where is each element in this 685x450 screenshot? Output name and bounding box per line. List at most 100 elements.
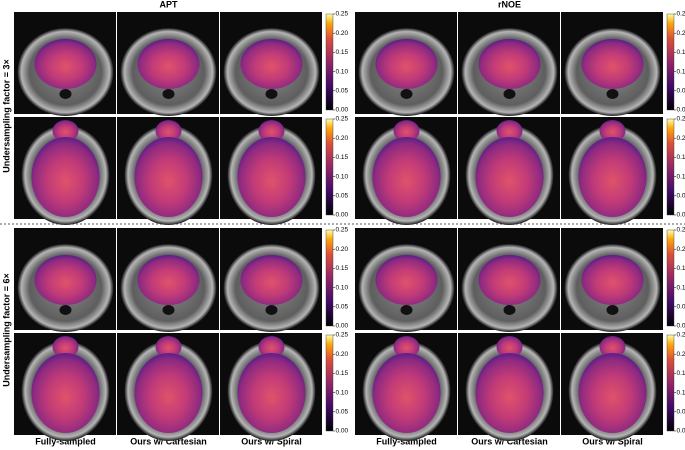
brain-map <box>155 120 182 142</box>
brain-map <box>475 137 544 217</box>
mri-image <box>355 228 457 332</box>
brain-map <box>372 137 441 217</box>
ventricle <box>265 89 278 99</box>
column-label: Ours w/ Cartesian <box>471 436 548 446</box>
brain-map <box>52 336 79 358</box>
brain-map <box>475 353 544 433</box>
colorbar-tick-label: 0.20 <box>336 30 349 37</box>
colorbar-tick-label: 0.00 <box>336 428 349 435</box>
mri-image <box>561 117 663 225</box>
mri-image <box>458 12 560 116</box>
colorbar-tick-label: 0.15 <box>336 265 349 272</box>
brain-map <box>258 120 285 142</box>
mri-image <box>458 333 560 441</box>
colorbar-tick-label: 0.05 <box>336 88 349 95</box>
colorbar-tick-label: 0.10 <box>336 173 349 180</box>
colorbar-tick-label: 0.05 <box>677 409 685 416</box>
ventricle <box>503 89 516 99</box>
colorbar-tick-label: 0.15 <box>677 49 685 56</box>
colorbar-tick-label: 0.00 <box>336 107 349 114</box>
column-label: Ours w/ Spiral <box>582 436 643 446</box>
group-title: APT <box>160 0 179 9</box>
colorbar <box>325 118 334 216</box>
brain-map <box>578 137 647 217</box>
brain-map <box>52 120 79 142</box>
ventricle <box>503 305 516 315</box>
colorbar-tick-label: 0.25 <box>677 227 685 234</box>
brain-map <box>240 255 303 305</box>
ventricle <box>265 305 278 315</box>
colorbar-tick-label: 0.15 <box>677 265 685 272</box>
colorbar-tick-label: 0.10 <box>677 68 685 75</box>
colorbar-tick-label: 0.15 <box>336 370 349 377</box>
brain-map <box>393 336 420 358</box>
ventricle <box>162 89 175 99</box>
brain-map <box>372 353 441 433</box>
colorbar <box>666 229 675 327</box>
brain-map <box>578 353 647 433</box>
colorbar-tick-label: 0.20 <box>677 246 685 253</box>
ventricle <box>400 89 413 99</box>
mri-image <box>117 12 219 116</box>
ventricle <box>59 89 72 99</box>
brain-map <box>496 336 523 358</box>
colorbar-tick-label: 0.10 <box>677 389 685 396</box>
brain-map <box>581 39 644 89</box>
mri-image <box>14 333 116 441</box>
mri-image <box>14 12 116 116</box>
colorbar-tick-label: 0.25 <box>677 332 685 339</box>
colorbar-tick-label: 0.10 <box>336 284 349 291</box>
column-label: Ours w/ Spiral <box>241 436 302 446</box>
colorbar-tick-label: 0.20 <box>677 30 685 37</box>
colorbar-tick-label: 0.05 <box>677 193 685 200</box>
colorbar-tick-label: 0.25 <box>336 11 349 18</box>
colorbar <box>666 118 675 216</box>
brain-map <box>34 255 97 305</box>
colorbar-tick-label: 0.10 <box>336 68 349 75</box>
colorbar-tick-label: 0.20 <box>677 351 685 358</box>
colorbar-tick-label: 0.00 <box>336 323 349 330</box>
brain-map <box>31 137 100 217</box>
colorbar-tick-label: 0.05 <box>336 409 349 416</box>
colorbar-tick-label: 0.25 <box>677 116 685 123</box>
brain-map <box>258 336 285 358</box>
colorbar-tick-label: 0.05 <box>677 304 685 311</box>
colorbar <box>325 334 334 432</box>
colorbar-tick-label: 0.10 <box>336 389 349 396</box>
ventricle <box>400 305 413 315</box>
mri-image <box>355 12 457 116</box>
colorbar-tick-label: 0.05 <box>336 193 349 200</box>
colorbar-tick-label: 0.05 <box>677 88 685 95</box>
colorbar <box>325 229 334 327</box>
colorbar-tick-label: 0.05 <box>336 304 349 311</box>
brain-map <box>237 137 306 217</box>
colorbar-tick-label: 0.25 <box>677 11 685 18</box>
mri-image <box>561 333 663 441</box>
brain-map <box>496 120 523 142</box>
row-label: Undersampling factor = 6× <box>1 273 11 387</box>
colorbar-tick-label: 0.00 <box>336 212 349 219</box>
brain-map <box>478 39 541 89</box>
brain-map <box>599 120 626 142</box>
mri-image <box>220 117 322 225</box>
column-label: Fully-sampled <box>35 436 96 446</box>
mri-image <box>561 228 663 332</box>
brain-map <box>137 255 200 305</box>
colorbar <box>666 334 675 432</box>
brain-map <box>134 353 203 433</box>
colorbar <box>666 13 675 111</box>
column-label: Ours w/ Cartesian <box>130 436 207 446</box>
mri-image <box>458 228 560 332</box>
colorbar-tick-label: 0.20 <box>336 246 349 253</box>
brain-map <box>478 255 541 305</box>
colorbar-tick-label: 0.15 <box>677 154 685 161</box>
row-label: Undersampling factor = 3× <box>1 59 11 173</box>
ventricle <box>59 305 72 315</box>
mri-image <box>355 333 457 441</box>
colorbar-tick-label: 0.15 <box>336 49 349 56</box>
colorbar-tick-label: 0.00 <box>677 323 685 330</box>
colorbar-tick-label: 0.25 <box>336 332 349 339</box>
ventricle <box>606 305 619 315</box>
brain-map <box>599 336 626 358</box>
